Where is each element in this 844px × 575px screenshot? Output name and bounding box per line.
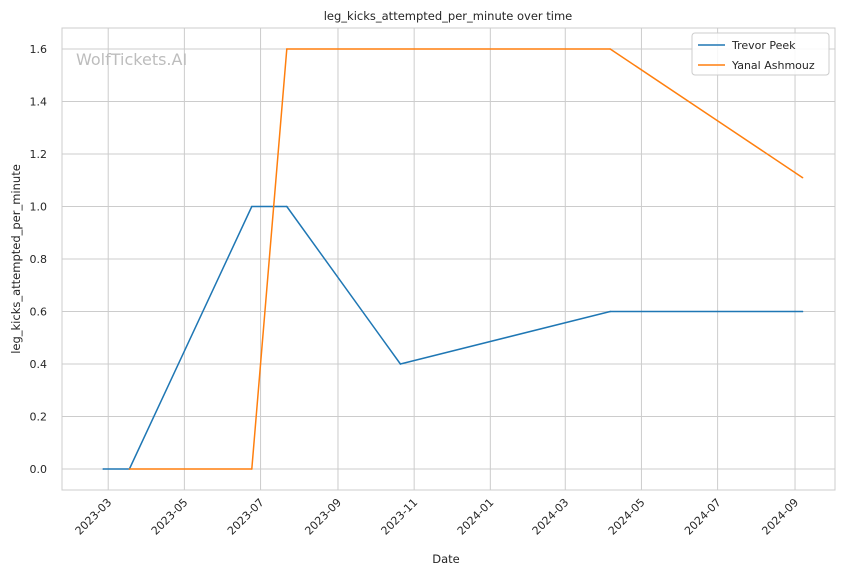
y-tick-label: 0.2	[30, 411, 48, 424]
y-tick-label: 0.8	[30, 253, 48, 266]
data-point	[251, 205, 253, 208]
y-tick-label: 0.6	[30, 306, 48, 319]
watermark: WolfTickets.AI	[76, 50, 187, 69]
y-tick-label: 1.4	[30, 96, 48, 109]
y-tick-label: 1.2	[30, 148, 48, 161]
y-axis-ticks: 0.0 0.2 0.4 0.6 0.8 1.0 1.2 1.4 1.6	[30, 43, 48, 476]
y-axis-title: leg_kicks_attempted_per_minute	[9, 164, 23, 354]
chart-title: leg_kicks_attempted_per_minute over time	[324, 9, 573, 23]
x-tick-label: 2024-07	[682, 496, 724, 538]
x-tick-label: 2024-01	[455, 496, 497, 538]
y-tick-label: 0.4	[30, 358, 48, 371]
legend-label: Trevor Peek	[731, 39, 796, 52]
data-point	[251, 468, 253, 470]
series-layer	[102, 48, 804, 470]
legend: Trevor Peek Yanal Ashmouz	[691, 32, 830, 76]
data-point	[285, 48, 288, 50]
x-axis-ticks: 2023-03 2023-05 2023-07 2023-09 2023-11 2024-…	[73, 496, 802, 538]
data-point	[609, 48, 612, 50]
data-point	[285, 205, 288, 208]
data-point	[609, 310, 612, 313]
data-point	[801, 176, 804, 179]
x-tick-label: 2023-03	[73, 496, 115, 538]
x-tick-label: 2024-09	[759, 496, 801, 538]
x-tick-label: 2023-11	[379, 496, 421, 538]
y-tick-label: 1.6	[30, 43, 48, 56]
data-point	[128, 468, 131, 470]
x-tick-label: 2024-03	[530, 496, 572, 538]
data-point	[399, 363, 402, 365]
x-axis-title: Date	[432, 552, 460, 566]
y-tick-label: 1.0	[30, 201, 48, 214]
legend-box	[691, 32, 830, 76]
x-tick-label: 2023-07	[225, 496, 267, 538]
data-point	[801, 310, 804, 313]
x-tick-label: 2024-05	[606, 496, 648, 538]
x-tick-label: 2023-05	[149, 496, 191, 538]
x-tick-label: 2023-09	[302, 496, 344, 538]
y-tick-label: 0.0	[30, 463, 48, 476]
data-point	[102, 468, 105, 470]
legend-label: Yanal Ashmouz	[731, 59, 815, 72]
